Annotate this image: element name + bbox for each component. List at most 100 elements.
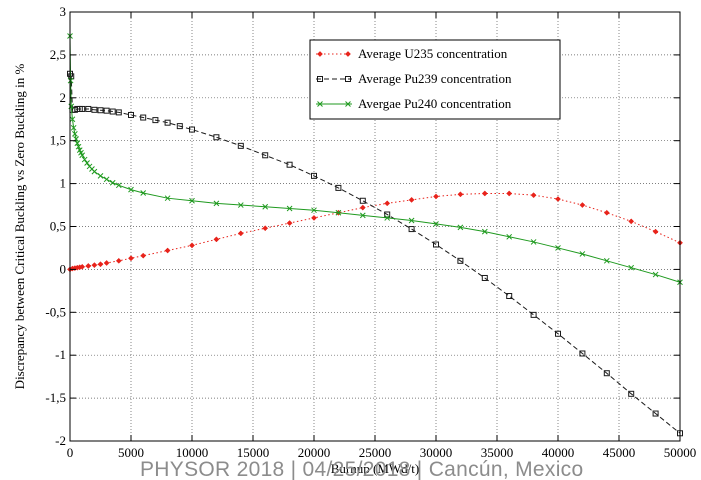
- series-2: [67, 70, 683, 437]
- data-point: [72, 130, 78, 137]
- data-point: [555, 196, 561, 202]
- data-point: [359, 212, 366, 219]
- data-point: [109, 179, 116, 186]
- data-point: [359, 204, 366, 211]
- data-point: [74, 140, 81, 147]
- x-axis-label: Burnup (MWd/t): [331, 461, 419, 476]
- data-point: [79, 263, 86, 270]
- data-point: [579, 251, 586, 257]
- x-tick-label: 35000: [481, 445, 514, 460]
- data-point: [579, 202, 586, 209]
- data-point: [317, 51, 323, 57]
- footer-watermark: PHYSOR 2018 | 04/25/2018 | Cancún, Mexic…: [140, 458, 584, 480]
- legend-entry-2: Average Pu239 concentration: [316, 71, 512, 86]
- data-point: [481, 274, 488, 281]
- series-1: [67, 190, 683, 273]
- data-point: [103, 107, 110, 114]
- data-point: [530, 192, 537, 199]
- data-point: [164, 247, 171, 254]
- data-point: [506, 190, 513, 197]
- data-point: [652, 228, 659, 235]
- data-point: [335, 184, 342, 191]
- data-point: [128, 111, 134, 118]
- data-point: [530, 311, 537, 318]
- x-tick-label: 45000: [603, 445, 636, 460]
- data-point: [530, 239, 537, 245]
- data-point: [75, 143, 82, 150]
- data-point: [262, 203, 269, 210]
- data-point: [70, 124, 77, 131]
- data-point: [115, 182, 122, 189]
- y-tick-label: 2,5: [50, 47, 66, 62]
- data-point: [384, 200, 391, 207]
- data-point: [85, 263, 92, 269]
- data-point: [481, 190, 488, 197]
- series-line: [69, 73, 681, 434]
- data-point: [652, 271, 659, 278]
- data-point: [579, 350, 586, 357]
- data-point: [311, 172, 317, 179]
- data-point: [359, 197, 366, 204]
- y-tick-label: -2: [55, 433, 66, 448]
- data-point: [628, 390, 635, 397]
- y-axis-label: Discrepancy between Critical Buckling vs…: [12, 64, 27, 390]
- y-tick-labels: -2 -1,5 -1 -0,5 0 0,5 1 1,5 2 2,5 3: [45, 4, 66, 448]
- data-point: [457, 191, 464, 198]
- data-point: [603, 370, 610, 377]
- data-point: [506, 233, 513, 240]
- data-point: [128, 255, 134, 262]
- data-point: [555, 330, 561, 337]
- data-point: [457, 224, 464, 231]
- data-point: [115, 257, 122, 264]
- data-point: [79, 152, 86, 159]
- data-point: [408, 196, 415, 203]
- data-point: [79, 105, 86, 112]
- y-tick-label: 0,5: [50, 219, 66, 234]
- y-tick-label: -1: [55, 347, 66, 362]
- data-point: [408, 217, 415, 224]
- x-tick-label: 50000: [664, 445, 697, 460]
- data-point: [213, 134, 220, 141]
- data-point: [189, 126, 195, 133]
- legend-entry-3: Avergae Pu240 concentration: [316, 96, 512, 111]
- y-tick-label: 3: [60, 4, 67, 19]
- series-layer: [67, 33, 683, 437]
- data-point: [128, 186, 134, 193]
- legend-label: Avergae Pu240 concentration: [358, 96, 512, 111]
- data-point: [335, 209, 342, 216]
- data-point: [506, 292, 513, 299]
- data-point: [345, 51, 351, 57]
- data-point: [286, 205, 293, 212]
- data-point: [164, 195, 171, 202]
- legend-label: Average U235 concentration: [358, 46, 508, 61]
- y-tick-label: -1,5: [45, 390, 66, 405]
- y-tick-label: 0: [60, 261, 67, 276]
- data-point: [345, 101, 351, 107]
- x-tick-label: 15000: [237, 445, 270, 460]
- data-point: [652, 410, 659, 417]
- x-tick-label: 40000: [542, 445, 575, 460]
- data-point: [555, 245, 561, 251]
- data-point: [384, 211, 391, 218]
- legend-entry-1: Average U235 concentration: [316, 46, 508, 61]
- data-point: [628, 264, 635, 271]
- axis-ticks: [69, 11, 681, 442]
- data-point: [628, 218, 635, 225]
- data-point: [317, 76, 323, 82]
- data-point: [481, 228, 488, 235]
- series-3: [67, 33, 683, 286]
- data-point: [262, 225, 269, 232]
- data-point: [603, 209, 610, 216]
- data-point: [189, 197, 195, 204]
- data-point: [68, 73, 75, 80]
- x-tick-label: 10000: [176, 445, 209, 460]
- data-point: [603, 257, 610, 264]
- data-point: [213, 236, 220, 243]
- data-point: [85, 105, 92, 112]
- data-point: [237, 230, 244, 237]
- x-tick-label: 25000: [359, 445, 392, 460]
- data-point: [97, 107, 104, 114]
- data-point: [262, 152, 269, 159]
- y-tick-label: 1: [60, 176, 67, 191]
